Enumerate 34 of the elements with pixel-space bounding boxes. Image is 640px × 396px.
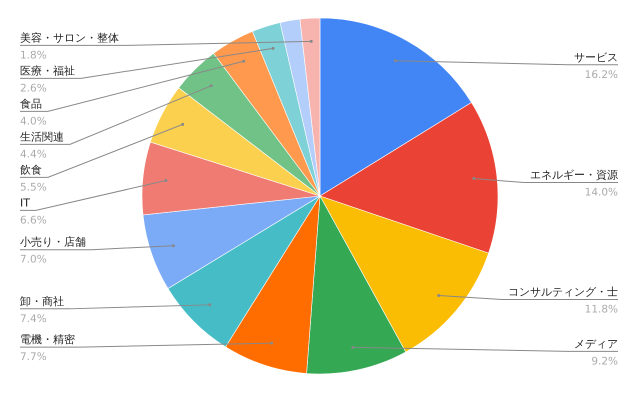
data-label: 7.0%	[20, 254, 47, 266]
label: 小売り・店舗 7.0%	[20, 236, 175, 266]
data-label: 7.7%	[20, 351, 47, 364]
slice-label: 食品	[20, 97, 42, 110]
slice-label: IT	[20, 196, 30, 210]
data-label: 4.0%	[20, 115, 47, 128]
data-label: 4.4%	[20, 148, 47, 160]
data-label: 16.2%	[584, 68, 618, 81]
slice-label: 生活関連	[20, 130, 64, 144]
data-label: 2.6%	[20, 82, 47, 94]
data-label: 6.6%	[20, 214, 47, 226]
slice-label: メディア	[574, 337, 618, 350]
slice-label: 飲食	[20, 163, 42, 176]
label: 美容・サロン・整体 1.8%	[20, 31, 313, 62]
data-label: 9.2%	[591, 355, 618, 368]
label: エネルギー・資源 14.0%	[472, 168, 618, 199]
data-label: 1.8%	[20, 49, 47, 62]
data-label: 7.4%	[20, 312, 47, 325]
label: サービス 16.2%	[394, 50, 618, 81]
label: 電機・精密 7.7%	[20, 333, 274, 364]
data-label: 5.5%	[20, 181, 47, 194]
slice-label: 小売り・店舗	[20, 236, 86, 249]
slice-label: コンサルティング・士	[508, 285, 618, 298]
slice-label: サービス	[574, 50, 618, 64]
slice-label: 美容・サロン・整体	[20, 31, 119, 44]
slice-label: エネルギー・資源	[530, 168, 618, 182]
label: 卸・商社 7.4%	[20, 294, 212, 325]
slice-label: 電機・精密	[20, 333, 75, 346]
slice-label: 医療・福祉	[20, 64, 75, 78]
data-label: 14.0%	[584, 186, 618, 199]
label: コンサルティング・士 11.8%	[437, 285, 618, 316]
slice-label: 卸・商社	[20, 294, 64, 308]
data-label: 11.8%	[584, 303, 618, 316]
label: メディア 9.2%	[351, 337, 618, 368]
